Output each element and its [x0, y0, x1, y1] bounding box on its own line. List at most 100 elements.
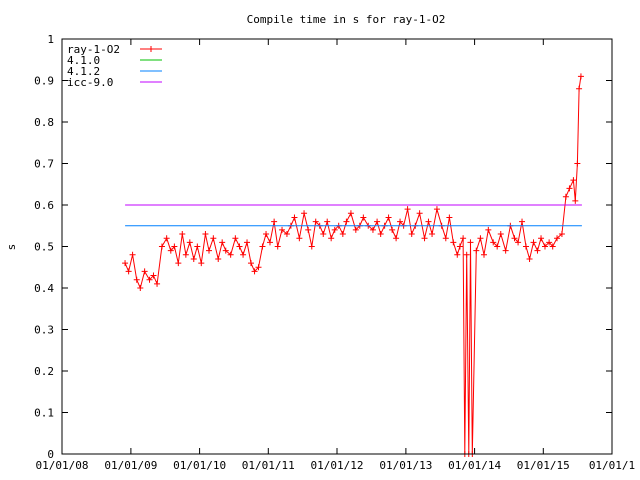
data-point: [389, 226, 396, 233]
data-point: [324, 218, 331, 225]
data-point: [175, 260, 182, 267]
y-tick-label: 0.8: [34, 116, 54, 129]
data-point: [215, 255, 222, 262]
data-point: [133, 276, 140, 283]
data-point: [137, 285, 144, 291]
data-point: [572, 197, 579, 204]
data-point: [463, 251, 470, 258]
data-point: [247, 260, 254, 267]
data-point: [271, 218, 278, 225]
legend-label: icc-9.0: [67, 76, 113, 89]
data-point: [236, 243, 243, 250]
data-point: [219, 239, 226, 246]
data-point: [570, 177, 577, 184]
data-point: [408, 231, 415, 238]
data-point: [296, 235, 303, 242]
data-point: [182, 251, 189, 258]
data-point: [530, 239, 537, 246]
data-point: [129, 251, 136, 258]
data-point: [393, 235, 400, 242]
data-point: [222, 247, 229, 254]
data-point: [279, 226, 286, 233]
data-point: [446, 214, 453, 221]
y-tick-label: 0.5: [34, 241, 54, 254]
data-point: [558, 231, 565, 238]
data-point: [122, 260, 129, 267]
plot-frame: [61, 38, 613, 455]
data-point: [385, 214, 392, 221]
data-point: [266, 239, 273, 246]
data-point: [485, 226, 492, 233]
legend-label: 4.1.2: [67, 65, 100, 78]
legend-marker: [148, 46, 154, 52]
data-point: [566, 185, 573, 192]
data-point: [460, 235, 467, 242]
data-point: [481, 251, 488, 258]
legend-label: 4.1.0: [67, 54, 100, 67]
data-point: [374, 218, 381, 225]
data-point: [497, 231, 504, 238]
data-point: [167, 247, 174, 254]
data-point: [416, 210, 423, 217]
chart-title: Compile time in s for ray-1-O2: [247, 13, 446, 26]
data-point: [240, 251, 247, 258]
data-point: [283, 231, 290, 238]
data-point: [490, 239, 497, 246]
data-point: [305, 226, 312, 233]
x-tick-label: 01/01/08: [36, 459, 89, 472]
data-point: [328, 235, 335, 242]
axes-layer: 0 0.1 0.2 0.3 0.4 0.5 0.6 0.7 0.8 0.9 1 01/01/08 01/…: [34, 33, 635, 472]
data-point: [534, 247, 541, 254]
data-point: [352, 226, 359, 233]
data-point: [210, 235, 217, 242]
data-point: [562, 193, 569, 200]
data-point: [467, 239, 474, 246]
data-point: [198, 260, 205, 267]
x-tick-label: 01/01/10: [173, 459, 226, 472]
data-point: [454, 251, 461, 258]
data-point: [433, 206, 440, 213]
x-tick-label: 01/01/1: [589, 459, 635, 472]
data-point: [377, 231, 384, 238]
data-point: [526, 255, 533, 262]
data-point: [576, 85, 583, 92]
data-point: [259, 243, 266, 250]
data-point: [263, 231, 270, 238]
data-point: [511, 235, 518, 242]
y-tick-label: 0.6: [34, 199, 54, 212]
data-point: [206, 247, 213, 254]
data-point: [429, 231, 436, 238]
data-point: [456, 243, 463, 250]
x-tick-label: 01/01/11: [242, 459, 295, 472]
data-point: [538, 235, 545, 242]
data-point: [308, 243, 315, 250]
y-tick-label: 0: [47, 448, 54, 461]
data-point: [146, 276, 153, 283]
data-point: [320, 231, 327, 238]
data-point: [450, 239, 457, 246]
data-point: [244, 239, 251, 246]
x-tick-label: 01/01/09: [104, 459, 157, 472]
data-point: [331, 226, 338, 233]
data-point: [421, 235, 428, 242]
data-point: [171, 243, 178, 250]
series-layer: [122, 73, 584, 457]
data-point: [339, 231, 346, 238]
data-point: [179, 231, 186, 238]
data-point: [141, 268, 148, 275]
data-point: [360, 214, 367, 221]
y-tick-label: 0.9: [34, 75, 54, 88]
data-point: [541, 243, 548, 250]
data-point: [125, 268, 132, 275]
data-point: [494, 243, 501, 250]
data-point: [477, 235, 484, 242]
y-axis-label: s: [5, 244, 18, 251]
data-point: [574, 160, 581, 167]
data-point: [519, 218, 526, 225]
data-point: [554, 235, 561, 242]
data-point: [502, 247, 509, 254]
x-tick-label: 01/01/14: [448, 459, 501, 472]
data-point: [274, 243, 281, 250]
data-point: [163, 235, 170, 242]
